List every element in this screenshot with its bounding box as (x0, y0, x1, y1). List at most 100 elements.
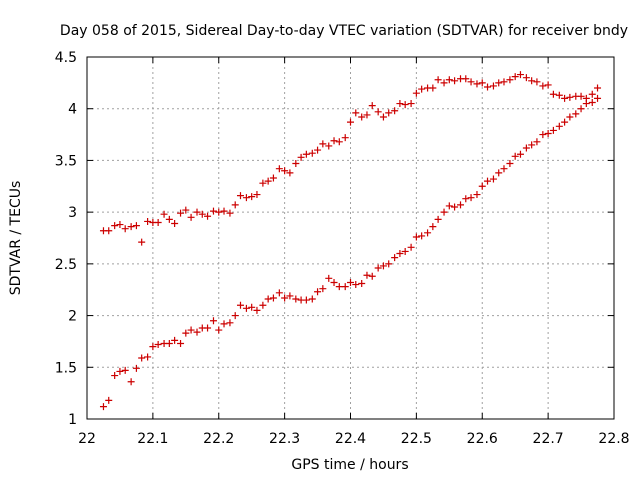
data-point-lower (347, 278, 354, 286)
data-point-upper (528, 77, 536, 85)
data-point-lower (549, 126, 557, 134)
data-point-lower (396, 250, 404, 258)
plot-frame (86, 56, 615, 420)
data-point-lower (308, 295, 316, 303)
data-point-lower (248, 303, 256, 311)
data-point-upper (341, 134, 349, 142)
data-point-lower (500, 165, 508, 173)
data-point-upper (451, 77, 459, 85)
data-point-upper (116, 221, 124, 229)
data-point-upper (577, 92, 585, 100)
data-point-upper (121, 225, 129, 233)
data-point-upper (412, 89, 420, 97)
data-point-lower (269, 294, 277, 302)
data-point-upper (385, 109, 393, 117)
data-point-upper (555, 91, 563, 99)
x-tick-label: 22.8 (598, 431, 629, 447)
data-point-upper (138, 238, 146, 246)
data-point-lower (412, 233, 420, 241)
data-point-upper (330, 137, 338, 145)
data-point-upper (391, 107, 399, 115)
data-point-lower (193, 328, 201, 336)
data-point-lower (495, 169, 503, 177)
data-point-upper (297, 153, 305, 161)
data-point-upper (204, 212, 212, 220)
data-point-lower (484, 177, 492, 185)
data-point-upper (105, 227, 113, 235)
data-point-lower (516, 150, 524, 158)
chart-title: Day 058 of 2015, Sidereal Day-to-day VTE… (60, 23, 628, 39)
y-tick-label: 4.5 (55, 50, 77, 66)
data-point-lower (473, 191, 481, 199)
data-point-upper (242, 194, 250, 202)
data-point-upper (544, 81, 552, 89)
data-point-upper (154, 218, 162, 226)
data-point-lower (319, 285, 327, 293)
data-point-upper (561, 94, 569, 102)
data-point-lower (522, 144, 530, 152)
data-point-lower (209, 317, 217, 325)
data-point-lower (116, 367, 124, 375)
x-tick-label: 22.6 (467, 431, 498, 447)
data-point-lower (242, 304, 250, 312)
data-point-lower (352, 281, 360, 289)
data-point-upper (506, 76, 514, 84)
data-point-lower (264, 295, 272, 303)
y-tick-label: 2 (68, 309, 77, 325)
data-point-upper (187, 213, 195, 221)
y-tick-label: 1.5 (55, 360, 77, 376)
data-point-upper (144, 217, 152, 225)
data-point-lower (99, 403, 107, 411)
data-point-upper (215, 208, 223, 216)
data-point-lower (171, 336, 179, 344)
data-point-upper (462, 75, 470, 83)
data-point-lower (391, 254, 399, 262)
data-point-lower (204, 324, 212, 332)
data-point-lower (236, 301, 244, 309)
data-point-lower (506, 160, 514, 168)
data-point-lower (407, 243, 415, 251)
data-point-upper (226, 209, 234, 217)
data-point-upper (352, 109, 360, 117)
data-point-upper (281, 167, 289, 175)
data-point-upper (111, 222, 119, 230)
data-point-lower (363, 271, 371, 279)
data-point-upper (516, 71, 524, 79)
data-point-upper (319, 140, 327, 148)
data-point-upper (374, 108, 382, 116)
data-point-lower (275, 289, 283, 297)
data-point-upper (253, 191, 261, 199)
data-point-lower (588, 99, 596, 107)
data-point-lower (434, 215, 442, 223)
data-point-lower (220, 320, 228, 328)
data-point-upper (231, 201, 239, 209)
data-points (99, 71, 602, 411)
y-tick-label: 1 (68, 412, 77, 428)
data-point-upper (445, 76, 453, 84)
data-point-upper (198, 210, 206, 218)
y-tick-label: 4 (68, 102, 77, 118)
data-point-lower (314, 288, 322, 296)
data-point-lower (577, 105, 585, 113)
data-point-lower (358, 280, 366, 288)
data-point-upper (418, 85, 426, 93)
data-point-lower (182, 329, 190, 337)
data-point-lower (594, 94, 602, 102)
data-point-upper (440, 79, 448, 87)
data-point-lower (253, 306, 261, 314)
data-point-lower (511, 152, 519, 160)
data-point-upper (314, 146, 322, 154)
x-axis-label: GPS time / hours (291, 457, 408, 473)
data-point-upper (286, 169, 294, 177)
data-point-upper (132, 222, 140, 230)
x-tick-label: 22.1 (137, 431, 168, 447)
data-point-upper (379, 113, 387, 121)
data-point-upper (220, 207, 228, 215)
data-point-upper (495, 79, 503, 87)
data-point-lower (544, 130, 552, 138)
data-point-upper (177, 209, 185, 217)
data-point-lower (445, 202, 453, 210)
data-point-lower (489, 175, 497, 183)
y-axis-label: SDTVAR / TECUs (8, 181, 24, 296)
data-point-upper (533, 78, 541, 86)
